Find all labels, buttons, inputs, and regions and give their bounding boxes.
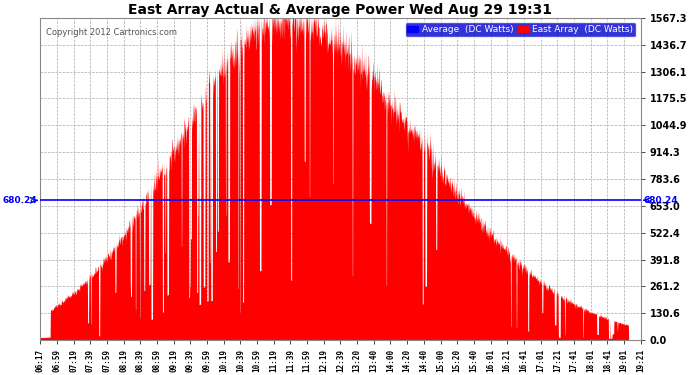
Text: Copyright 2012 Cartronics.com: Copyright 2012 Cartronics.com [46, 28, 177, 37]
Text: 680.24: 680.24 [644, 196, 678, 205]
Title: East Array Actual & Average Power Wed Aug 29 19:31: East Array Actual & Average Power Wed Au… [128, 3, 553, 17]
Legend: Average  (DC Watts), East Array  (DC Watts): Average (DC Watts), East Array (DC Watts… [405, 22, 636, 37]
Text: 680.24: 680.24 [3, 196, 37, 205]
